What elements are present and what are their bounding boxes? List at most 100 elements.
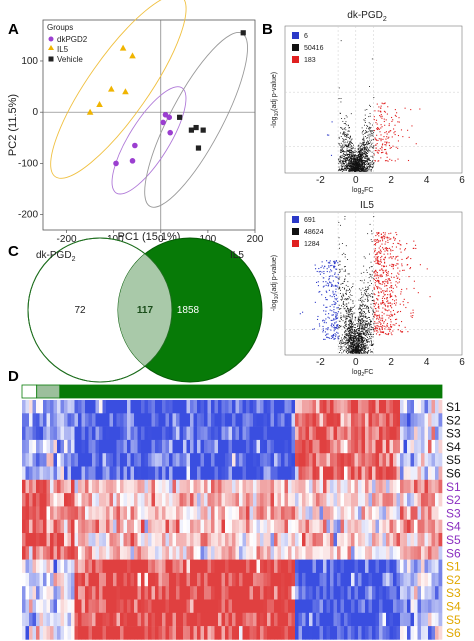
volcano-point-ns: [345, 351, 347, 353]
volcano-point-up: [385, 138, 387, 140]
volcano-point-up: [389, 238, 391, 240]
heatmap-cell: [102, 413, 107, 427]
volcano1-xlabel-suffix: FC: [364, 187, 373, 194]
volcano-point-down: [336, 297, 338, 300]
volcano-point-ns: [345, 294, 347, 295]
volcano-point-up: [400, 244, 402, 246]
heatmap-cell: [99, 479, 103, 494]
heatmap-cell: [337, 400, 341, 414]
heatmap-cell: [186, 493, 191, 507]
volcano-point-ns: [363, 351, 365, 353]
volcano-point-ns: [355, 336, 357, 338]
volcano-point-ns: [372, 336, 374, 338]
heatmap-cell: [326, 426, 331, 441]
volcano-point-ns: [351, 146, 353, 147]
heatmap-cell: [88, 400, 93, 414]
heatmap-cell: [431, 453, 436, 467]
volcano-point-ns: [373, 152, 375, 154]
volcano-point-up: [376, 324, 378, 327]
volcano-point-up: [377, 160, 379, 162]
heatmap-cell: [351, 466, 355, 481]
legend-triangle-icon: [48, 45, 54, 50]
volcano-point-ns: [340, 132, 342, 134]
volcano-point-ns: [350, 169, 352, 171]
volcano-point-ns: [362, 170, 364, 172]
pca-point-il5: [119, 44, 127, 51]
volcano-point-up: [386, 153, 388, 155]
volcano-point-up: [413, 287, 415, 289]
volcano-point-up: [383, 325, 385, 327]
volcano-point-ns: [355, 317, 357, 319]
volcano-point-up: [378, 306, 380, 308]
heatmap-cell: [123, 479, 128, 494]
volcano-point-ns: [361, 155, 363, 157]
volcano-point-ns: [358, 155, 360, 157]
volcano-point-ns: [366, 305, 368, 307]
volcano-point-ns: [351, 166, 353, 168]
volcano-point-up: [400, 321, 403, 323]
volcano-point-up: [377, 152, 379, 154]
volcano-point-ns: [366, 146, 368, 148]
heatmap-cell: [396, 493, 401, 507]
volcano-point-up: [392, 145, 394, 147]
volcano-point-ns: [353, 165, 355, 167]
volcano-point-up: [386, 271, 388, 274]
heatmap-cell: [165, 439, 170, 454]
volcano2-xlabel-sub: 2: [361, 372, 364, 378]
heatmap-cell: [123, 413, 128, 427]
heatmap-cell: [393, 466, 397, 481]
heatmap-cell: [295, 426, 299, 441]
volcano-point-ns: [347, 281, 349, 283]
heatmap-cell: [225, 479, 229, 494]
volcano-point-up: [379, 148, 381, 150]
volcano-point-up: [408, 136, 410, 138]
pca-point-dkpgd2: [166, 114, 173, 121]
volcano-point-up: [395, 115, 397, 117]
heatmap-cell: [316, 506, 320, 520]
heatmap-cell: [85, 413, 89, 427]
volcano-point-ns: [358, 336, 359, 338]
heatmap-cell: [424, 493, 429, 507]
heatmap-cell: [267, 479, 271, 494]
volcano-point-ns: [369, 162, 371, 164]
volcano-point-ns: [346, 334, 348, 335]
volcano-point-ns: [358, 308, 360, 310]
volcano-point-ns: [366, 344, 368, 346]
volcano-point-ns: [350, 113, 352, 115]
volcano-point-up: [415, 143, 417, 145]
volcano-point-ns: [349, 313, 351, 315]
volcano-point-ns: [362, 320, 364, 322]
volcano-point-ns: [364, 340, 366, 342]
heatmap-cell: [221, 519, 226, 534]
volcano-point-ns: [349, 328, 350, 329]
volcano-point-ns: [356, 329, 357, 330]
heatmap-cell: [71, 479, 75, 494]
heatmap-cell: [274, 466, 278, 481]
volcano-point-ns: [354, 334, 356, 336]
volcano-point-up: [376, 103, 378, 105]
volcano-point-ns: [351, 337, 353, 339]
heatmap-cell: [298, 519, 303, 534]
heatmap-cell: [148, 466, 152, 481]
volcano-point-ns: [364, 343, 366, 345]
volcano-point-ns: [365, 339, 367, 341]
heatmap-cell: [277, 519, 282, 534]
volcano-point-ns: [366, 151, 368, 153]
heatmap-cell: [57, 506, 61, 520]
heatmap-cell: [302, 426, 306, 441]
heatmap-cell: [60, 493, 65, 507]
volcano-point-ns: [351, 311, 353, 312]
volcano-point-up: [399, 330, 402, 332]
volcano-point-ns: [345, 326, 347, 327]
volcano-point-ns: [369, 285, 371, 287]
volcano-point-up: [394, 124, 396, 126]
heatmap-cell: [43, 506, 47, 520]
volcano-point-ns: [344, 256, 346, 258]
heatmap-cell: [155, 453, 159, 467]
volcano-point-up: [381, 331, 383, 333]
volcano-point-up: [377, 277, 380, 279]
heatmap-cell: [99, 426, 103, 441]
volcano-point-up: [378, 232, 380, 235]
volcano-point-ns: [341, 170, 343, 172]
volcano-point-ns: [346, 152, 348, 154]
